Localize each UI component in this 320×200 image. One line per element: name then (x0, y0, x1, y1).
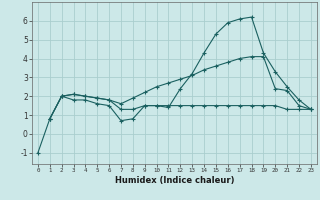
X-axis label: Humidex (Indice chaleur): Humidex (Indice chaleur) (115, 176, 234, 185)
